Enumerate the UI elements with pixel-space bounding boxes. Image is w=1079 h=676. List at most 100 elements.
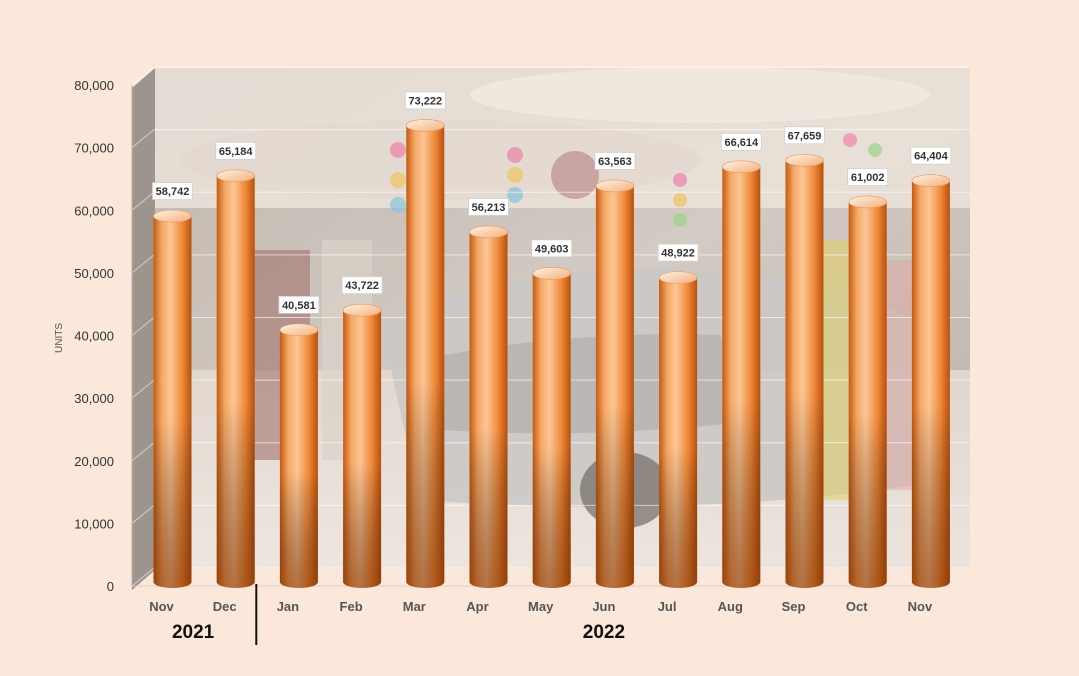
bar-shade [406,125,445,588]
data-label-box [278,295,320,314]
x-tick-label: Feb [340,599,363,614]
bar [279,323,319,588]
bar-cap [342,303,382,317]
data-label: 65,184 [219,146,254,158]
data-label: 40,581 [282,300,316,312]
bar-cap [721,160,761,174]
data-label: 73,222 [408,95,442,107]
data-label-box [847,168,889,186]
bar-cap [405,119,445,132]
y-tick-label: 60,000 [74,203,114,218]
data-label-box [152,182,193,201]
gridline-depth [131,254,155,274]
data-label-box [594,152,636,170]
data-label-box [404,91,446,110]
bar-shade [153,216,192,588]
bar-cap [595,179,635,193]
x-tick-label: May [528,599,554,614]
bar-cap [279,323,319,337]
bar [721,160,761,588]
bar-series: 58,742 65,184 40,581 43,722 73,222 56,213 49,6… [152,91,952,588]
bar [342,303,382,588]
data-label-box [468,198,509,216]
bar-shade [659,277,698,588]
gridline-depth [131,442,155,462]
bar [595,179,635,588]
data-label: 67,659 [788,130,822,142]
bar-shade [785,160,824,588]
data-label: 48,922 [661,248,695,260]
bar-shade [279,329,318,588]
y-axis: 0 10,000 20,000 30,000 40,000 50,000 60,000 70,… [74,78,950,594]
x-tick-label: Jun [592,599,615,614]
x-tick-label: Aug [718,599,743,614]
data-label-box [910,146,952,165]
x-tick-label: Mar [403,599,426,614]
data-label: 58,742 [156,186,190,198]
year-groups: 2021 2022 [172,584,625,645]
bar-shade [595,185,634,588]
y-axis-label: UNITS [54,323,65,353]
bar [532,267,572,588]
bar [785,153,824,588]
x-tick-label: Nov [149,599,174,614]
bar [658,271,698,588]
gridline-depth [131,191,155,211]
data-label: 61,002 [851,172,885,184]
gridline-depth [131,567,155,587]
data-label-box [531,239,573,258]
bar-shade [911,180,950,588]
bar [216,169,255,588]
y-tick-label: 10,000 [74,516,114,531]
bar-shade [848,201,887,588]
bar [405,119,445,588]
year-label: 2022 [583,622,625,643]
gridline-depth [131,379,155,399]
bar-shade [216,175,255,588]
bar-cap [469,225,508,239]
bar-cap [658,271,698,284]
data-label: 66,614 [724,137,759,149]
x-tick-label: Jan [277,599,299,614]
y-tick-label: 30,000 [74,391,114,406]
y-tick-label: 0 [107,579,114,594]
y-tick-label: 40,000 [74,329,114,344]
x-tick-label: Apr [466,599,488,614]
y-tick-label: 70,000 [74,141,114,156]
data-label: 64,404 [914,151,949,163]
bar-shade [469,231,508,588]
x-tick-label: Nov [908,599,933,614]
bar-cap [848,195,888,209]
data-label-box [657,243,699,262]
gridline-depth [131,504,155,524]
year-label: 2021 [172,622,215,643]
y-tick-label: 80,000 [74,78,114,93]
bar-cap [911,174,951,187]
data-label: 49,603 [535,243,569,255]
bar-shade [532,273,571,588]
data-label: 63,563 [598,156,632,168]
y-tick-label: 20,000 [74,454,114,469]
bar [911,174,951,588]
data-label-box [341,276,383,295]
gridline-depth [131,129,155,149]
bar-cap [216,169,255,183]
bar-cap [153,209,192,223]
gridline-depth [131,317,155,336]
x-tick-label: Sep [782,599,806,614]
gridline-depth [131,66,155,86]
bar-shade [343,310,382,588]
data-label-box [784,126,825,145]
x-tick-label: Dec [213,599,237,614]
x-tick-label: Oct [846,599,868,614]
y-tick-label: 50,000 [74,266,114,281]
data-label-box [215,141,257,160]
data-label: 56,213 [472,202,506,214]
data-label: 43,722 [345,280,379,292]
data-label-box [720,132,762,151]
x-tick-label: Jul [658,599,677,614]
bar-cap [785,153,824,167]
x-axis: Nov Dec Jan Feb Mar Apr May Jun Jul Aug Sep Oct Nov [149,599,933,614]
